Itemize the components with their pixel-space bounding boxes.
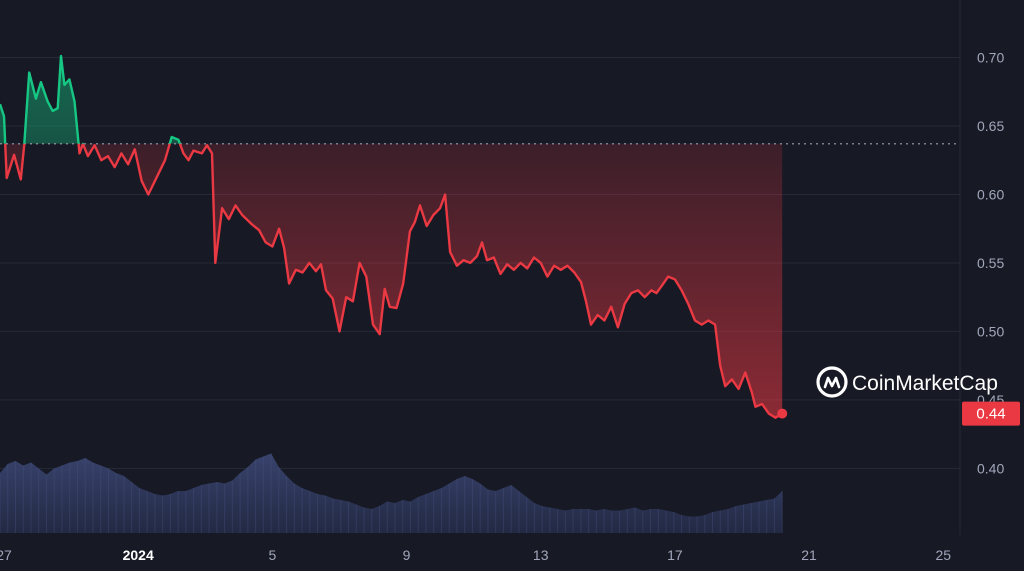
watermark-text: CoinMarketCap bbox=[852, 372, 998, 395]
price-area bbox=[0, 56, 783, 418]
y-tick-label: 0.55 bbox=[977, 255, 1004, 271]
price-line bbox=[0, 54, 783, 419]
gridlines bbox=[0, 0, 961, 535]
volume-bars bbox=[0, 453, 783, 533]
y-axis-ticks: 0.700.650.600.550.500.450.40 bbox=[977, 50, 1004, 477]
x-tick-label: 17 bbox=[667, 547, 683, 563]
x-axis-ticks: 27 2024 5 9 13 17 21 25 bbox=[0, 547, 951, 563]
x-tick-label: 9 bbox=[403, 547, 411, 563]
price-line-down bbox=[3, 143, 783, 419]
area-above-baseline bbox=[0, 56, 180, 144]
x-tick-label: 27 bbox=[0, 547, 12, 563]
y-tick-label: 0.50 bbox=[977, 323, 1004, 339]
y-tick-label: 0.60 bbox=[977, 186, 1004, 202]
current-price-badge bbox=[962, 401, 1020, 426]
y-tick-label: 0.65 bbox=[977, 118, 1004, 134]
current-price-dot bbox=[777, 408, 788, 419]
x-tick-label: 13 bbox=[533, 547, 549, 563]
y-tick-label: 0.70 bbox=[977, 50, 1004, 66]
x-tick-label: 21 bbox=[801, 547, 817, 563]
volume-area bbox=[0, 453, 783, 533]
x-tick-label: 5 bbox=[268, 547, 276, 563]
x-tick-label: 2024 bbox=[123, 547, 154, 563]
coinmarketcap-logo-icon bbox=[816, 366, 848, 398]
watermark: CoinMarketCap bbox=[816, 366, 998, 398]
current-price-label: 0.44 bbox=[976, 406, 1005, 423]
current-price-marker: 0.44 bbox=[777, 401, 1020, 426]
area-below-baseline bbox=[0, 143, 783, 418]
y-tick-label: 0.40 bbox=[977, 460, 1004, 476]
x-tick-label: 25 bbox=[935, 547, 951, 563]
